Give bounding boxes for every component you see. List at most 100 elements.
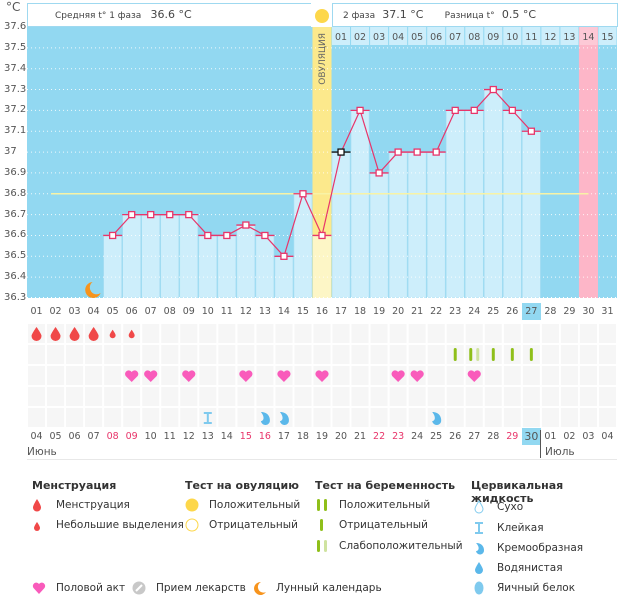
cycle-day-label[interactable]: 28: [544, 306, 557, 317]
calendar-date-label[interactable]: 17: [277, 431, 290, 442]
heart-icon: [125, 370, 139, 382]
temperature-point: [508, 106, 516, 115]
cycle-day-label[interactable]: 03: [68, 306, 81, 317]
cycle-day-label[interactable]: 07: [144, 306, 157, 317]
legend-ovulation-positive: Положительный: [185, 498, 300, 512]
marker-cell: [275, 324, 293, 343]
cycle-day-label[interactable]: 04: [87, 306, 100, 317]
cycle-day-label[interactable]: 29: [563, 306, 576, 317]
temperature-line-segment: [340, 110, 361, 153]
marker-cell: [541, 345, 559, 364]
y-tick-label: 36.5: [4, 250, 27, 262]
cycle-day-label[interactable]: 05: [106, 306, 119, 317]
calendar-date-label[interactable]: 16: [258, 431, 271, 442]
cycle-day-label[interactable]: 11: [220, 306, 233, 317]
cycle-day-label[interactable]: 27: [521, 303, 541, 320]
marker-cell: [446, 324, 464, 343]
cycle-day-label[interactable]: 26: [506, 306, 519, 317]
cycle-day-label[interactable]: 08: [163, 306, 176, 317]
temperature-bar: [293, 193, 313, 298]
marker-cell: [199, 324, 217, 343]
cycle-day-label[interactable]: 31: [601, 306, 614, 317]
calendar-date-label[interactable]: 13: [201, 431, 214, 442]
marker-cell: [161, 408, 179, 427]
cycle-day-label[interactable]: 02: [49, 306, 62, 317]
cycle-day-label[interactable]: 24: [468, 306, 481, 317]
calendar-date-label[interactable]: 08: [106, 431, 119, 442]
marker-cell: [446, 408, 464, 427]
cycle-day-label[interactable]: 14: [277, 306, 290, 317]
cycle-day-label[interactable]: 09: [182, 306, 195, 317]
marker-cell: [161, 324, 179, 343]
y-tick-label: 37: [4, 146, 17, 158]
cycle-day-label[interactable]: 20: [392, 306, 405, 317]
cycle-day-label[interactable]: 25: [487, 306, 500, 317]
marker-cell: [522, 324, 540, 343]
egg-white-icon: [473, 581, 489, 595]
calendar-date-label[interactable]: 20: [334, 431, 348, 442]
calendar-date-label[interactable]: 10: [144, 431, 157, 442]
calendar-date-label[interactable]: 23: [392, 431, 405, 442]
cycle-day-label[interactable]: 16: [315, 306, 329, 317]
y-tick-label: 36.3: [4, 292, 27, 303]
blood-drop-icon: [88, 327, 99, 341]
cycle-day-label[interactable]: 18: [354, 306, 367, 317]
calendar-date-label[interactable]: 28: [487, 431, 500, 442]
post-ovulation-day-cell: [598, 27, 617, 45]
temperature-bar: [198, 235, 218, 298]
calendar-date-label[interactable]: 04: [30, 431, 43, 442]
legend-cervical-eggwhite: Яичный белок: [473, 581, 575, 595]
marker-cell: [237, 387, 255, 406]
cycle-day-label[interactable]: 17: [334, 306, 348, 317]
calendar-date-label[interactable]: 02: [563, 431, 576, 442]
heart-icon: [315, 370, 329, 382]
marker-cell: [332, 387, 350, 406]
cycle-day-label[interactable]: 10: [201, 306, 214, 317]
cycle-day-label[interactable]: 15: [296, 306, 309, 317]
marker-cell: [142, 324, 160, 343]
calendar-date-label[interactable]: 26: [449, 431, 462, 442]
calendar-date-label[interactable]: 01: [544, 431, 557, 442]
calendar-date-label[interactable]: 04: [601, 431, 614, 442]
calendar-date-label[interactable]: 12: [182, 431, 195, 442]
calendar-date-label[interactable]: 06: [68, 431, 81, 442]
calendar-date-label[interactable]: 22: [373, 431, 386, 442]
temperature-point: [527, 127, 536, 135]
cycle-day-label[interactable]: 23: [449, 306, 462, 317]
legend-spotting: Небольшие выделения: [32, 518, 184, 532]
temperature-line-segment: [359, 110, 380, 174]
cycle-day-label[interactable]: 22: [430, 306, 443, 317]
calendar-date-label[interactable]: 03: [582, 431, 595, 442]
temperature-point: [337, 148, 345, 156]
cycle-day-label[interactable]: 21: [411, 306, 424, 317]
calendar-date-label[interactable]: 09: [125, 431, 138, 442]
calendar-date-label[interactable]: 27: [468, 431, 481, 442]
calendar-date-label[interactable]: 07: [87, 431, 100, 442]
phase2-summary: 2 фаза 37.1 °C Разница t° 0.5 °C: [332, 3, 618, 27]
small-drop-icon: [32, 518, 48, 532]
y-tick-label: 37.6: [4, 21, 27, 32]
calendar-date-label[interactable]: 11: [163, 431, 176, 442]
marker-cell: [446, 387, 464, 406]
calendar-date-label[interactable]: 15: [239, 431, 252, 442]
calendar-date-label[interactable]: 25: [430, 431, 443, 442]
calendar-date-label[interactable]: 29: [506, 431, 519, 442]
cycle-day-label[interactable]: 12: [239, 306, 252, 317]
calendar-date-label[interactable]: 14: [220, 431, 233, 442]
calendar-date-label[interactable]: 05: [49, 431, 62, 442]
calendar-date-label[interactable]: 21: [354, 431, 367, 442]
cycle-day-label[interactable]: 19: [373, 306, 386, 317]
calendar-date-label[interactable]: 24: [411, 431, 424, 442]
cycle-day-label[interactable]: 13: [258, 306, 271, 317]
cycle-day-label[interactable]: 30: [582, 306, 595, 317]
calendar-date-label[interactable]: 19: [315, 431, 329, 442]
calendar-date-label[interactable]: 18: [296, 431, 309, 442]
cycle-day-label[interactable]: 06: [125, 306, 138, 317]
cycle-day-label[interactable]: 01: [30, 306, 43, 317]
marker-cell: [237, 324, 255, 343]
marker-cell: [66, 387, 84, 406]
calendar-date-label[interactable]: 30: [521, 428, 541, 445]
post-ovulation-day-cell: [560, 27, 579, 45]
y-tick-label: 36.9: [4, 166, 27, 178]
marker-cell: [503, 408, 521, 427]
